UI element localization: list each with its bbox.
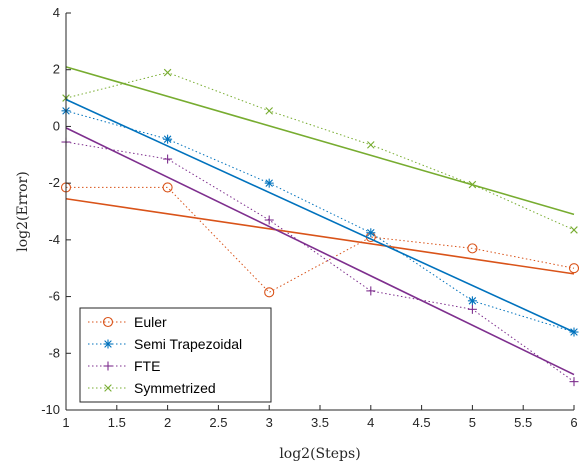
x-axis-label: log2(Steps) xyxy=(279,446,360,462)
data-point-fte xyxy=(467,304,477,314)
legend: Euler Semi Trapezoidal FTE Symmetrized xyxy=(79,307,272,403)
x-tick-label: 6 xyxy=(570,415,577,430)
data-point-fte xyxy=(163,154,173,164)
axes: 1 1.5 2 2.5 3 3.5 4 4.5 5 5.5 6 -10 -8 -6 -4 -2 0 2 4 log2(… xyxy=(15,5,578,462)
data-point-euler xyxy=(467,243,478,254)
x-tick-label: 3.5 xyxy=(311,415,329,430)
series-line-fte xyxy=(65,141,575,383)
plot-area xyxy=(60,66,579,387)
data-point-fte xyxy=(569,377,579,387)
legend-marker xyxy=(103,339,113,349)
y-tick-label: -10 xyxy=(41,402,60,417)
data-point-fte xyxy=(264,215,274,225)
y-tick-label: 4 xyxy=(53,5,60,20)
data-point-symmetrized xyxy=(163,68,172,77)
x-tick-label: 1.5 xyxy=(108,415,126,430)
series-line-semi-trapezoidal xyxy=(65,110,575,333)
legend-marker xyxy=(102,316,114,328)
data-point-semi-trapezoidal xyxy=(163,134,173,144)
y-tick-label: -6 xyxy=(48,289,60,304)
x-tick-label: 5 xyxy=(469,415,476,430)
legend-marker xyxy=(103,361,113,371)
fit-line-euler xyxy=(65,197,575,275)
legend-item-semi-trapezoidal: Semi Trapezoidal xyxy=(88,336,242,352)
y-tick-label: -8 xyxy=(48,345,60,360)
x-tick-label: 5.5 xyxy=(514,415,532,430)
fit-line-symmetrized xyxy=(65,66,575,216)
x-tick-label: 2.5 xyxy=(209,415,227,430)
legend-item-symmetrized: Symmetrized xyxy=(88,380,216,396)
y-tick-label: -2 xyxy=(48,175,60,190)
legend-marker xyxy=(104,384,112,392)
legend-label: Symmetrized xyxy=(134,380,216,396)
series-line-symmetrized xyxy=(65,72,575,231)
data-point-euler xyxy=(264,287,275,298)
data-point-semi-trapezoidal xyxy=(264,178,274,188)
x-tick-label: 3 xyxy=(266,415,273,430)
y-tick-label: -4 xyxy=(48,232,60,247)
series-line-euler xyxy=(66,186,575,293)
legend-item-euler: Euler xyxy=(88,314,167,330)
x-tick-label: 1 xyxy=(62,415,69,430)
data-point-symmetrized xyxy=(570,226,578,234)
y-tick-label: 2 xyxy=(53,62,60,77)
data-point-fte xyxy=(366,286,376,296)
data-point-semi-trapezoidal xyxy=(467,296,477,306)
legend-label: Euler xyxy=(134,314,167,330)
data-point-semi-trapezoidal xyxy=(366,228,376,238)
fit-line-semi-trapezoidal xyxy=(65,98,575,333)
fit-line-fte xyxy=(65,127,575,376)
data-point-symmetrized xyxy=(367,141,375,149)
y-tick-label: 0 xyxy=(53,118,60,133)
y-axis-label: log2(Error) xyxy=(15,171,31,251)
legend-item-fte: FTE xyxy=(88,358,160,374)
legend-label: FTE xyxy=(134,358,160,374)
x-tick-label: 4 xyxy=(367,415,374,430)
data-point-symmetrized xyxy=(265,107,273,115)
data-point-euler xyxy=(162,182,173,193)
legend-label: Semi Trapezoidal xyxy=(134,336,242,352)
x-tick-label: 4.5 xyxy=(413,415,431,430)
x-tick-label: 2 xyxy=(164,415,171,430)
